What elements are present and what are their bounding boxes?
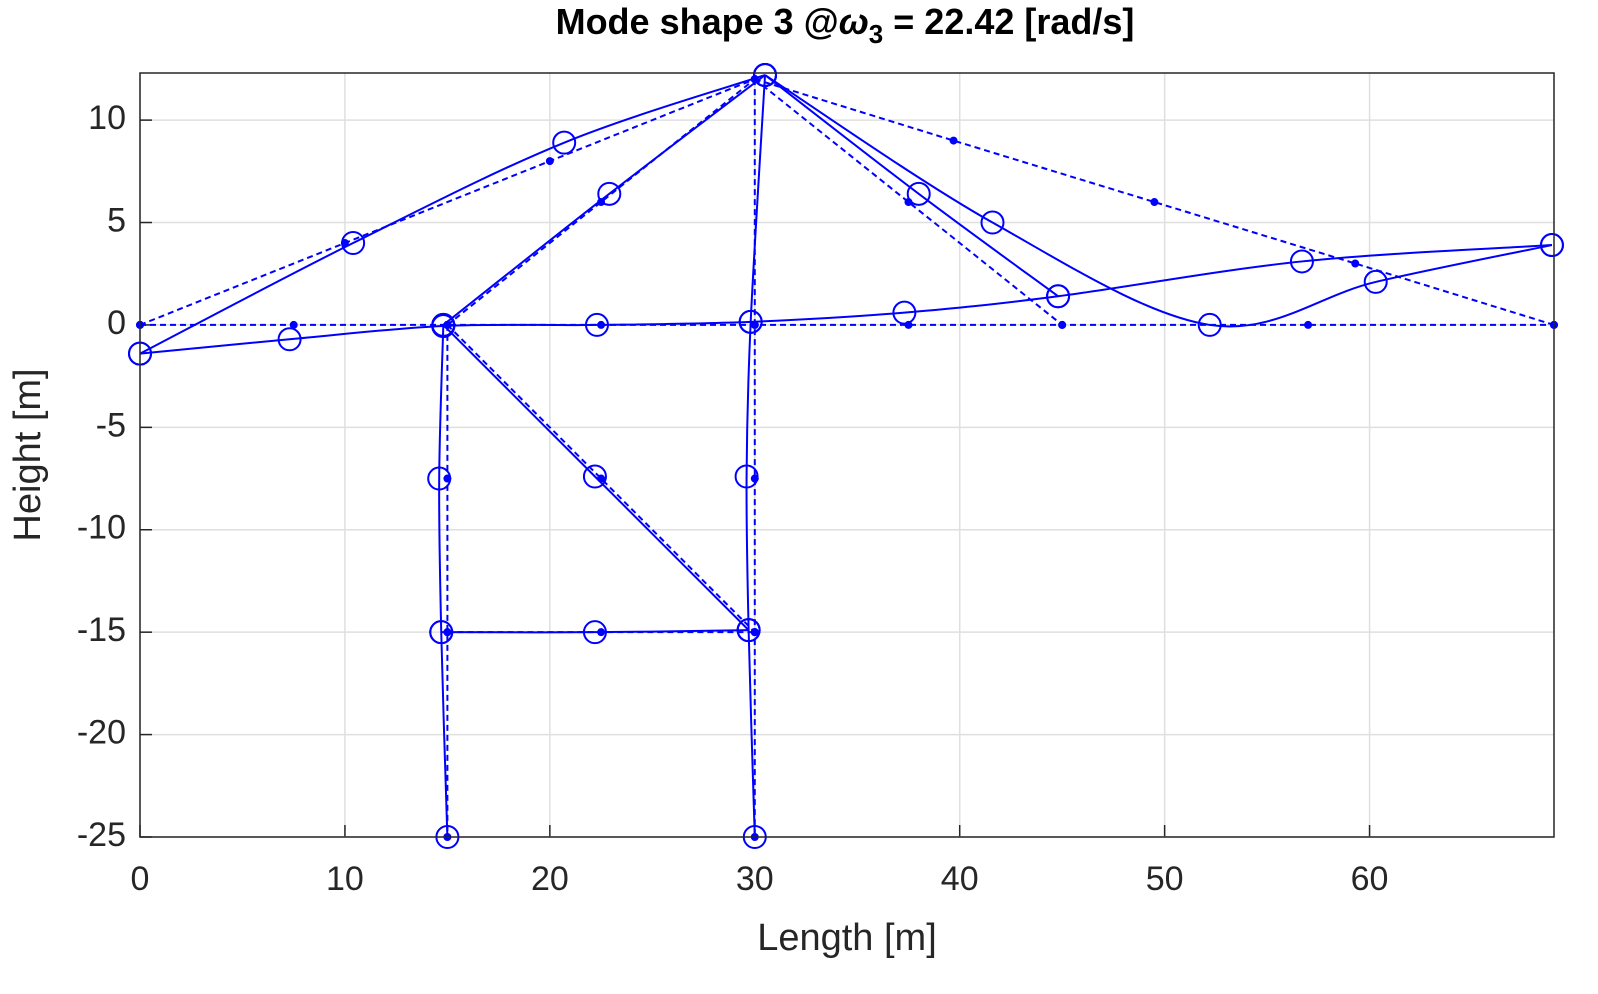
axes-box	[139, 72, 1555, 838]
marker	[289, 320, 298, 329]
series-line	[139, 74, 766, 355]
series-line	[764, 74, 1059, 298]
title-part: Mode shape 3 @	[556, 1, 839, 42]
series-line	[441, 629, 749, 634]
x-tick-label: 40	[941, 860, 979, 898]
x-tick-label: 50	[1146, 860, 1184, 898]
marker	[277, 327, 302, 352]
x-tick-label: 0	[131, 860, 150, 898]
series-line	[764, 74, 1553, 328]
marker	[1058, 320, 1067, 329]
marker	[1539, 233, 1564, 258]
series-line	[745, 74, 767, 838]
y-tick-label: -15	[77, 611, 126, 649]
y-tick-label: -25	[77, 816, 126, 854]
series-line	[446, 78, 756, 326]
marker	[1304, 320, 1313, 329]
series-line	[442, 74, 766, 326]
chart-title: Mode shape 3 @ω3 = 22.42 [rad/s]	[556, 1, 1135, 49]
x-axis-label: Length [m]	[757, 917, 937, 959]
marker	[429, 620, 454, 645]
marker	[545, 157, 554, 166]
series-line	[438, 325, 449, 838]
x-tick-label: 30	[736, 860, 774, 898]
marker	[1289, 249, 1314, 274]
series-line	[442, 324, 750, 631]
marker	[1363, 269, 1388, 294]
y-tick-label: -20	[77, 714, 126, 752]
marker	[552, 130, 577, 155]
x-tick-label: 10	[326, 860, 364, 898]
x-tick-label: 60	[1351, 860, 1389, 898]
marker	[892, 300, 917, 325]
series-line	[139, 78, 756, 326]
marker	[584, 312, 609, 337]
marker	[980, 210, 1005, 235]
marker	[1046, 284, 1071, 309]
marker	[753, 63, 778, 88]
y-axis-label: Height [m]	[7, 368, 49, 541]
marker	[597, 181, 622, 206]
marker	[750, 628, 759, 637]
title-part: = 22.42 [rad/s]	[883, 1, 1134, 42]
marker	[736, 618, 761, 643]
marker	[582, 620, 607, 645]
marker	[582, 464, 607, 489]
y-tick-label: 0	[107, 304, 126, 342]
marker	[427, 466, 452, 491]
y-tick-label: -10	[77, 509, 126, 547]
y-tick-label: 10	[88, 99, 126, 137]
marker	[750, 320, 759, 329]
series-line	[754, 78, 1063, 326]
marker	[734, 464, 759, 489]
marker	[738, 309, 763, 334]
title-omega: ω	[839, 1, 869, 42]
y-tick-label: 5	[107, 202, 126, 240]
marker	[1351, 259, 1360, 268]
title-subscript: 3	[869, 19, 883, 49]
x-tick-label: 20	[531, 860, 569, 898]
series-line	[446, 324, 756, 633]
marker	[949, 136, 958, 145]
marker	[1197, 312, 1222, 337]
marker	[341, 231, 366, 256]
y-tick-label: -5	[96, 406, 126, 444]
series-line	[139, 244, 1553, 355]
marker	[1150, 198, 1159, 207]
marker	[431, 312, 456, 337]
marker	[906, 181, 931, 206]
plot-area	[140, 73, 1554, 837]
